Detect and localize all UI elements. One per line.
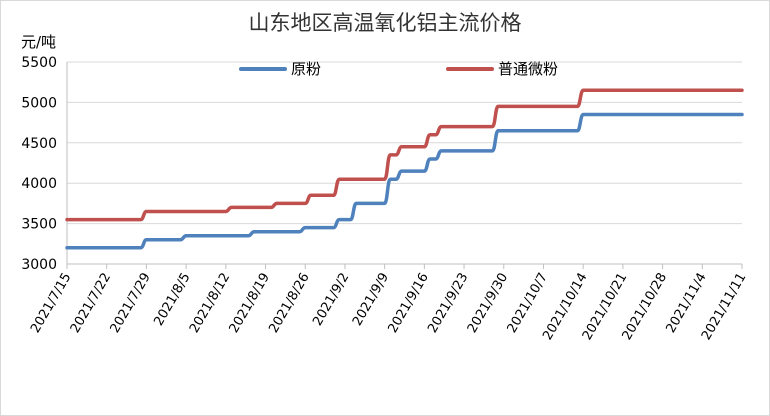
series-line-1 bbox=[65, 112, 744, 250]
series-line-2 bbox=[65, 88, 744, 222]
x-tick-label: 2021/9/30 bbox=[465, 271, 511, 336]
legend-label-2: 普通微粉 bbox=[498, 60, 558, 78]
x-tick-label: 2021/7/29 bbox=[108, 271, 154, 336]
x-tick-label: 2021/9/23 bbox=[425, 271, 471, 336]
x-tick-label: 2021/8/26 bbox=[266, 271, 312, 336]
y-tick-label: 5000 bbox=[21, 95, 57, 111]
x-tick-label: 2021/9/9 bbox=[350, 271, 392, 329]
y-tick-label: 5500 bbox=[21, 55, 57, 71]
chart-title: 山东地区高温氧化铝主流价格 bbox=[248, 11, 522, 35]
x-tick-label: 2021/11/4 bbox=[663, 271, 709, 336]
y-tick-label: 3500 bbox=[21, 217, 57, 233]
x-tick-label: 2021/8/12 bbox=[187, 271, 233, 336]
y-tick-label: 3000 bbox=[21, 257, 57, 273]
x-tick-label: 2021/9/16 bbox=[385, 271, 431, 336]
x-tick-label: 2021/9/2 bbox=[310, 271, 352, 329]
legend-label-1: 原粉 bbox=[291, 60, 321, 78]
x-tick-label: 2021/10/7 bbox=[505, 271, 551, 336]
x-tick-label: 2021/7/22 bbox=[68, 271, 114, 336]
y-tick-label: 4500 bbox=[21, 136, 57, 152]
y-tick-label: 4000 bbox=[21, 176, 57, 192]
y-axis-unit-label: 元/吨 bbox=[21, 33, 57, 51]
x-tick-label: 2021/7/15 bbox=[28, 271, 74, 336]
x-tick-label: 2021/8/19 bbox=[227, 271, 273, 336]
x-tick-label: 2021/8/5 bbox=[151, 271, 193, 329]
